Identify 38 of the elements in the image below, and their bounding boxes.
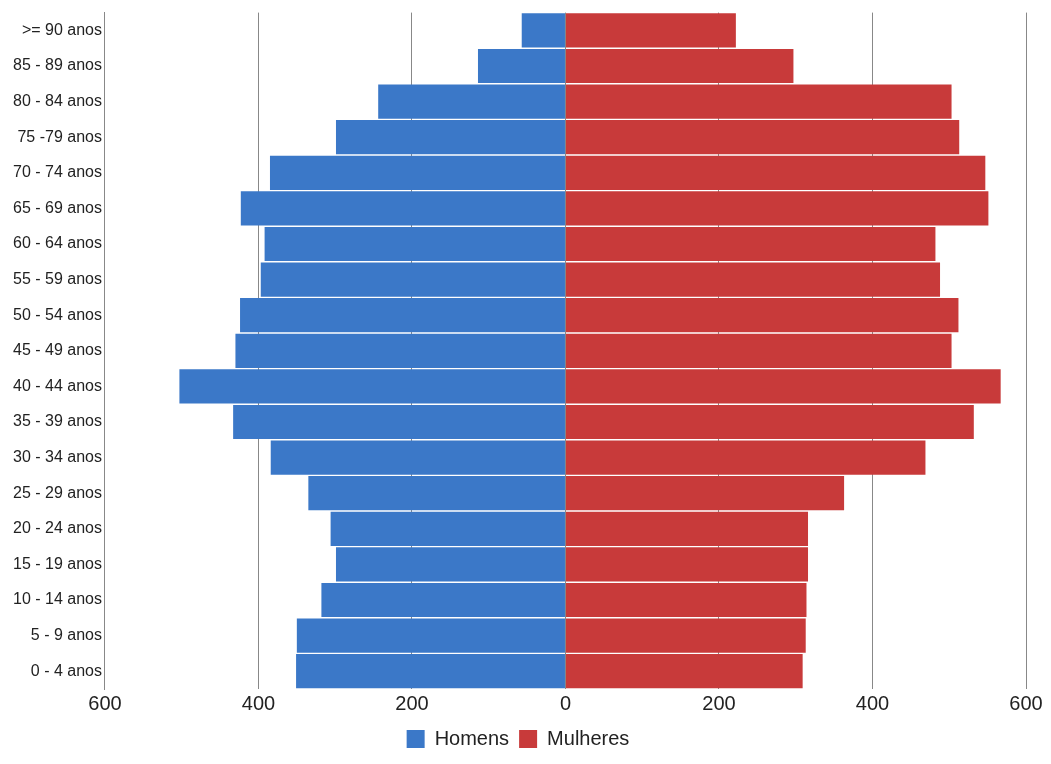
- y-tick-label: 30 - 34 anos: [13, 448, 102, 466]
- bar: [521, 13, 565, 48]
- bar: [565, 226, 936, 262]
- y-tick-label: 75 -79 anos: [17, 127, 102, 145]
- y-tick-label: 85 - 89 anos: [13, 56, 102, 74]
- bar: [565, 13, 736, 48]
- y-tick-label: 5 - 9 anos: [30, 626, 102, 644]
- bar: [565, 404, 974, 440]
- x-tick-label: 200: [395, 691, 429, 714]
- bar: [321, 582, 565, 618]
- y-tick-label: 45 - 49 anos: [13, 341, 102, 359]
- bar: [264, 226, 565, 262]
- y-tick-label: 50 - 54 anos: [13, 305, 102, 323]
- y-tick-label: 70 - 74 anos: [13, 163, 102, 181]
- bar: [233, 404, 565, 440]
- y-tick-label: 55 - 59 anos: [13, 270, 102, 288]
- y-tick-label: 80 - 84 anos: [13, 92, 102, 110]
- bar: [477, 48, 565, 84]
- y-tick-label: 40 - 44 anos: [13, 376, 102, 394]
- bar: [565, 582, 807, 618]
- x-tick-label: 400: [855, 691, 890, 714]
- y-tick-label: >= 90 anos: [21, 20, 102, 38]
- bar: [565, 48, 794, 84]
- y-tick-label: 35 - 39 anos: [13, 412, 102, 430]
- y-tick-label: 15 - 19 anos: [13, 554, 102, 572]
- legend-label: Mulheres: [547, 726, 630, 749]
- y-tick-label: 20 - 24 anos: [13, 519, 102, 537]
- x-tick-label: 600: [1009, 691, 1043, 714]
- x-tick-label: 600: [88, 691, 122, 714]
- y-tick-label: 0 - 4 anos: [30, 661, 102, 679]
- x-tick-label: 200: [702, 691, 736, 714]
- y-tick-label: 25 - 29 anos: [13, 483, 102, 501]
- y-tick-label: 10 - 14 anos: [13, 590, 102, 608]
- y-tick-label: 65 - 69 anos: [13, 198, 102, 216]
- x-tick-label: 0: [559, 691, 572, 714]
- y-tick-label: 60 - 64 anos: [13, 234, 102, 252]
- x-tick-label: 400: [241, 691, 276, 714]
- legend-label: Homens: [434, 726, 510, 749]
